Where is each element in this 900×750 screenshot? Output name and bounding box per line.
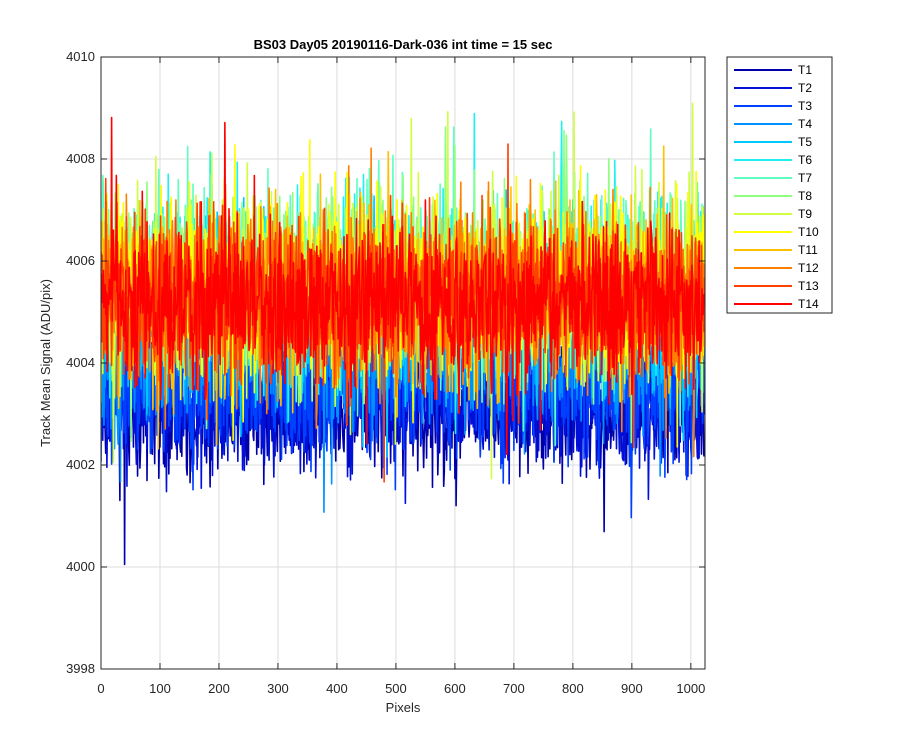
- x-tick-label: 900: [621, 681, 643, 696]
- legend-label-t5: T5: [798, 135, 812, 149]
- y-tick-label: 4000: [66, 559, 95, 574]
- x-tick-label: 600: [444, 681, 466, 696]
- x-tick-label: 400: [326, 681, 348, 696]
- legend-label-t8: T8: [798, 189, 812, 203]
- y-tick-label: 4010: [66, 49, 95, 64]
- legend-label-t12: T12: [798, 261, 819, 275]
- y-axis-label: Track Mean Signal (ADU/pix): [38, 279, 53, 447]
- series-group: [101, 102, 705, 566]
- y-tick-label: 4008: [66, 151, 95, 166]
- series-line-t14: [101, 116, 705, 456]
- legend-label-t14: T14: [798, 297, 819, 311]
- legend-label-t13: T13: [798, 279, 819, 293]
- chart-title: BS03 Day05 20190116-Dark-036 int time = …: [254, 37, 553, 52]
- x-tick-label: 0: [97, 681, 104, 696]
- legend-box: [726, 56, 833, 314]
- y-tick-label: 4002: [66, 457, 95, 472]
- y-tick-label: 4006: [66, 253, 95, 268]
- legend-label-t6: T6: [798, 153, 812, 167]
- x-axis-ticks: 0 100 200 300 400 500 600 700 800 900 1000: [97, 57, 705, 696]
- x-tick-label: 100: [149, 681, 171, 696]
- legend-label-t11: T11: [798, 243, 818, 257]
- legend: T1 T2 T3 T4 T5 T6 T7 T8 T9 T10 T11 T12 T13 T14: [726, 56, 833, 314]
- x-axis-label: Pixels: [386, 700, 421, 715]
- x-tick-label: 200: [208, 681, 230, 696]
- legend-label-t2: T2: [798, 81, 812, 95]
- y-tick-label: 3998: [66, 661, 95, 676]
- x-tick-label: 1000: [676, 681, 705, 696]
- x-tick-label: 700: [503, 681, 525, 696]
- legend-label-t4: T4: [798, 117, 812, 131]
- y-axis-ticks: 3998 4000 4002 4004 4006 4008 4010: [66, 49, 705, 676]
- legend-label-t7: T7: [798, 171, 812, 185]
- plot-area: 0 100 200 300 400 500 600 700 800 900 1000 3998 400…: [66, 49, 706, 696]
- y-tick-label: 4004: [66, 355, 95, 370]
- x-tick-label: 300: [267, 681, 289, 696]
- legend-label-t3: T3: [798, 99, 812, 113]
- x-tick-label: 800: [562, 681, 584, 696]
- legend-label-t9: T9: [798, 207, 812, 221]
- legend-label-t10: T10: [798, 225, 819, 239]
- legend-label-t1: T1: [798, 63, 812, 77]
- x-tick-label: 500: [385, 681, 407, 696]
